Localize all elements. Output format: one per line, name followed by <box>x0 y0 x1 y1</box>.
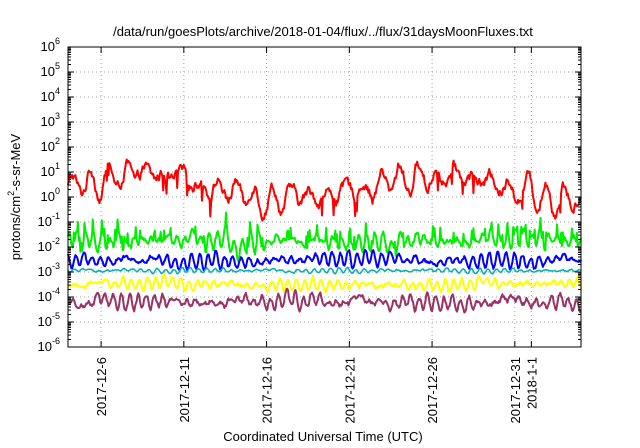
x-tick-label: 2017-12-21 <box>342 357 357 424</box>
y-tick-label: 102 <box>41 136 60 154</box>
y-tick-label: 100 <box>41 186 60 204</box>
x-tick-label: 2017-12-16 <box>260 357 275 424</box>
x-tick-label: 2017-12-26 <box>425 357 440 424</box>
series-group <box>67 158 582 314</box>
x-tick-label: 2017-12-11 <box>177 357 192 423</box>
y-tick-label: 101 <box>41 161 60 179</box>
axis-ticks: 10-6 10-5 10-4 10-3 10-2 10-1 100 101 102 103 104 1… <box>38 36 581 424</box>
series-line <box>67 158 582 222</box>
y-axis-title: protons/cm2-s-sr-MeV <box>6 133 23 260</box>
y-tick-label: 10-1 <box>38 211 60 229</box>
y-tick-label: 104 <box>41 86 60 104</box>
x-tick-label: 2017-12-6 <box>94 357 109 416</box>
y-tick-label: 103 <box>41 111 60 129</box>
y-tick-label: 10-6 <box>38 336 60 354</box>
series-line <box>67 211 582 263</box>
y-tick-label: 10-4 <box>38 286 60 304</box>
y-tick-label: 10-5 <box>38 311 60 329</box>
series-line <box>67 266 582 275</box>
y-tick-label: 10-2 <box>38 236 60 254</box>
x-tick-label: 2018-1-1 <box>524 357 539 409</box>
series-line <box>67 248 582 272</box>
series-line <box>67 272 582 294</box>
y-tick-label: 105 <box>41 61 60 79</box>
y-tick-label: 10-3 <box>38 261 60 279</box>
x-axis-title: Coordinated Universal Time (UTC) <box>223 429 422 444</box>
chart-title: /data/run/goesPlots/archive/2018-01-04/f… <box>113 24 533 39</box>
y-tick-label: 106 <box>41 36 60 54</box>
x-tick-label: 2017-12-31 <box>508 357 523 424</box>
series-line <box>67 287 582 314</box>
